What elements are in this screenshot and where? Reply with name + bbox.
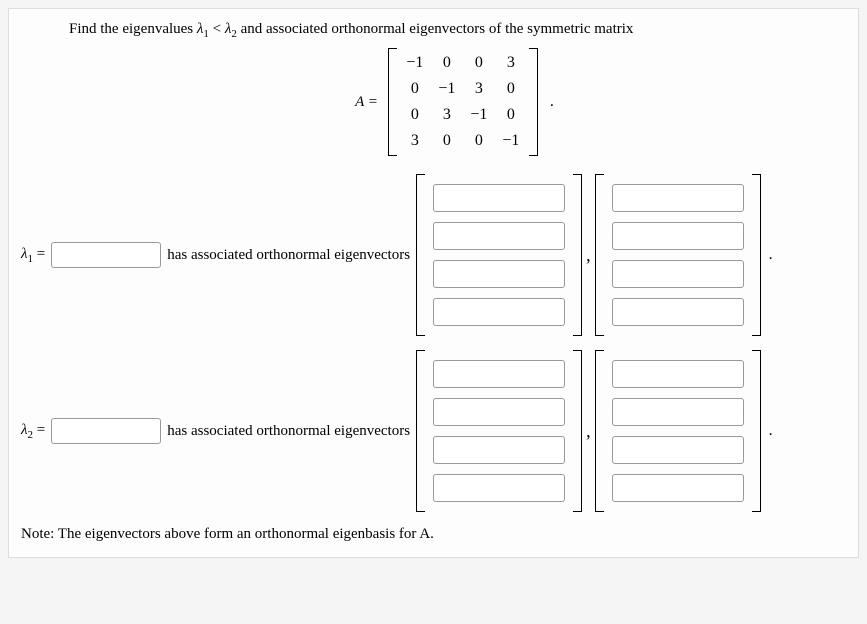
- lambda1-text: has associated orthonormal eigenvectors: [167, 247, 410, 264]
- vec2b-input-4[interactable]: [612, 474, 744, 502]
- prompt-lt: <: [209, 21, 225, 37]
- eigenvector-1a: [416, 174, 582, 336]
- bracket-left: [416, 350, 425, 512]
- vec1b-input-4[interactable]: [612, 298, 744, 326]
- vec2a-input-3[interactable]: [433, 436, 565, 464]
- matrix-cell: −1: [431, 78, 463, 100]
- matrix-cell: 0: [399, 78, 431, 100]
- matrix-cell: 0: [399, 104, 431, 126]
- matrix-period: .: [548, 93, 554, 111]
- matrix-A: −1 0 0 3 0 −1 3 0 0 3 −1 0 3 0 0 −1: [388, 48, 538, 156]
- vec2a-input-4[interactable]: [433, 474, 565, 502]
- bracket-right: [752, 350, 761, 512]
- bracket-right: [529, 48, 538, 156]
- vec2a-input-2[interactable]: [433, 398, 565, 426]
- matrix-label: A =: [355, 94, 378, 111]
- bracket-right: [573, 174, 582, 336]
- vector-body: [425, 350, 573, 512]
- lambda2-row: λ2 = has associated orthonormal eigenvec…: [21, 350, 840, 512]
- eigenvector-2a: [416, 350, 582, 512]
- lambda2-input[interactable]: [51, 418, 161, 444]
- problem-container: Find the eigenvalues λ1 < λ2 and associa…: [8, 8, 859, 558]
- matrix-cell: −1: [463, 104, 495, 126]
- matrix-cell: 3: [495, 52, 527, 74]
- vec1b-input-1[interactable]: [612, 184, 744, 212]
- prompt-text: Find the eigenvalues λ1 < λ2 and associa…: [69, 21, 840, 40]
- vector-body: [604, 350, 752, 512]
- vector-body: [425, 174, 573, 336]
- matrix-cell: 0: [463, 52, 495, 74]
- vector-comma: ,: [584, 421, 593, 442]
- bracket-left: [388, 48, 397, 156]
- vec2b-input-1[interactable]: [612, 360, 744, 388]
- row1-period: .: [767, 246, 773, 264]
- matrix-cell: 3: [431, 104, 463, 126]
- lambda1-label: λ1 =: [21, 246, 45, 265]
- bracket-right: [573, 350, 582, 512]
- matrix-cell: 0: [463, 130, 495, 152]
- matrix-body: −1 0 0 3 0 −1 3 0 0 3 −1 0 3 0 0 −1: [397, 48, 529, 156]
- lambda1-row: λ1 = has associated orthonormal eigenvec…: [21, 174, 840, 336]
- matrix-cell: −1: [399, 52, 431, 74]
- bracket-left: [595, 174, 604, 336]
- vec2b-input-2[interactable]: [612, 398, 744, 426]
- matrix-cell: 3: [463, 78, 495, 100]
- eigenvector-2b: [595, 350, 761, 512]
- eigenvector-1b: [595, 174, 761, 336]
- bracket-right: [752, 174, 761, 336]
- prompt-pre: Find the eigenvalues: [69, 21, 197, 37]
- lambda2-text: has associated orthonormal eigenvectors: [167, 423, 410, 440]
- vec1a-input-2[interactable]: [433, 222, 565, 250]
- vec1a-input-4[interactable]: [433, 298, 565, 326]
- matrix-cell: 0: [495, 104, 527, 126]
- lambda2-label: λ2 =: [21, 422, 45, 441]
- matrix-cell: 0: [431, 52, 463, 74]
- vec2a-input-1[interactable]: [433, 360, 565, 388]
- vector-comma: ,: [584, 245, 593, 266]
- matrix-cell: 0: [431, 130, 463, 152]
- vector-body: [604, 174, 752, 336]
- lambda1-eigenvectors: ,: [416, 174, 761, 336]
- matrix-cell: 0: [495, 78, 527, 100]
- matrix-definition: A = −1 0 0 3 0 −1 3 0 0 3 −1 0 3 0 0 −1: [69, 48, 840, 156]
- lambda2-eigenvectors: ,: [416, 350, 761, 512]
- note-text: Note: The eigenvectors above form an ort…: [21, 526, 840, 543]
- bracket-left: [416, 174, 425, 336]
- lambda1-input[interactable]: [51, 242, 161, 268]
- vec1a-input-1[interactable]: [433, 184, 565, 212]
- bracket-left: [595, 350, 604, 512]
- matrix-cell: −1: [495, 130, 527, 152]
- matrix-cell: 3: [399, 130, 431, 152]
- vec1a-input-3[interactable]: [433, 260, 565, 288]
- vec1b-input-3[interactable]: [612, 260, 744, 288]
- vec1b-input-2[interactable]: [612, 222, 744, 250]
- prompt-post: and associated orthonormal eigenvectors …: [237, 21, 634, 37]
- vec2b-input-3[interactable]: [612, 436, 744, 464]
- row2-period: .: [767, 422, 773, 440]
